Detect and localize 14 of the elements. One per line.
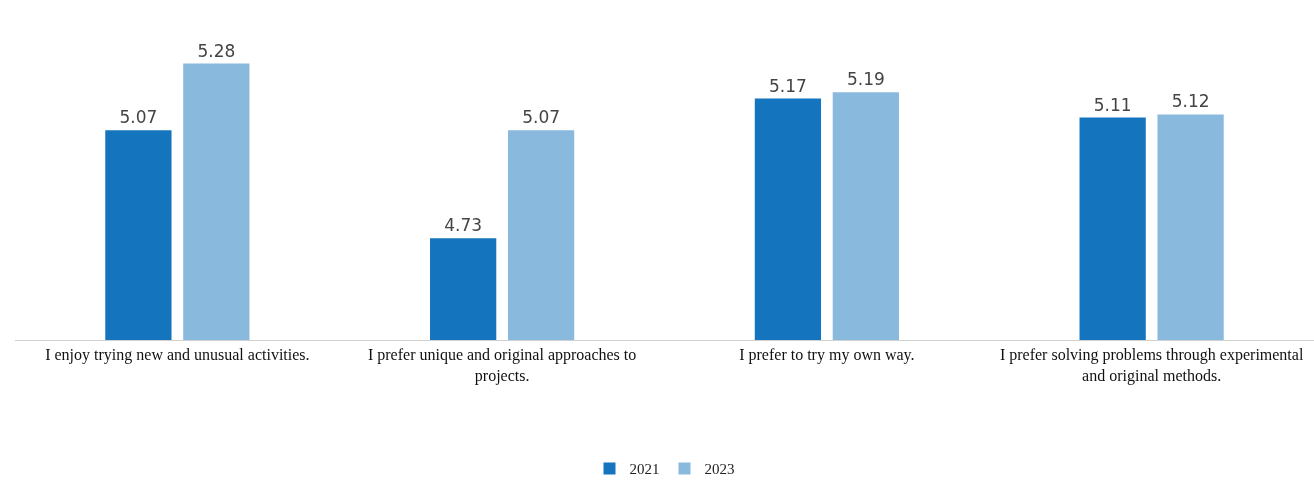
data-label: 5.07	[119, 107, 158, 128]
data-label: 5.11	[1093, 94, 1132, 115]
data-label: 5.12	[1171, 91, 1210, 112]
data-label: 4.73	[444, 215, 483, 236]
legend-label: 2021	[629, 461, 660, 478]
data-label: 5.17	[768, 75, 807, 96]
data-label: 5.19	[846, 69, 885, 90]
legend-label: 2023	[704, 461, 735, 478]
x-tick-label: I enjoy trying new and unusual activities.	[45, 346, 310, 365]
data-label: 5.28	[197, 40, 236, 61]
x-tick-label: I prefer solving problems through experimental and original methods.	[999, 346, 1304, 385]
x-tick-label: I prefer unique and original approaches to projects.	[367, 346, 637, 385]
x-tick-label: I prefer to try my own way.	[739, 346, 915, 365]
data-label: 5.07	[522, 107, 561, 128]
